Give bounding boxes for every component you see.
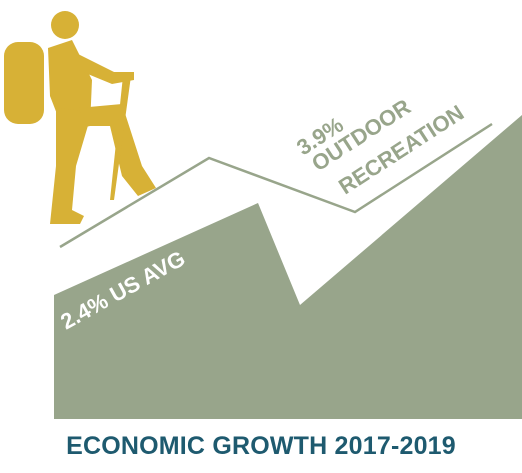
outdoor-recreation-line bbox=[59, 122, 493, 249]
chart-title: ECONOMIC GROWTH 2017-2019 bbox=[66, 432, 456, 460]
us-avg-area bbox=[54, 115, 522, 419]
hiker-icon bbox=[4, 11, 156, 224]
